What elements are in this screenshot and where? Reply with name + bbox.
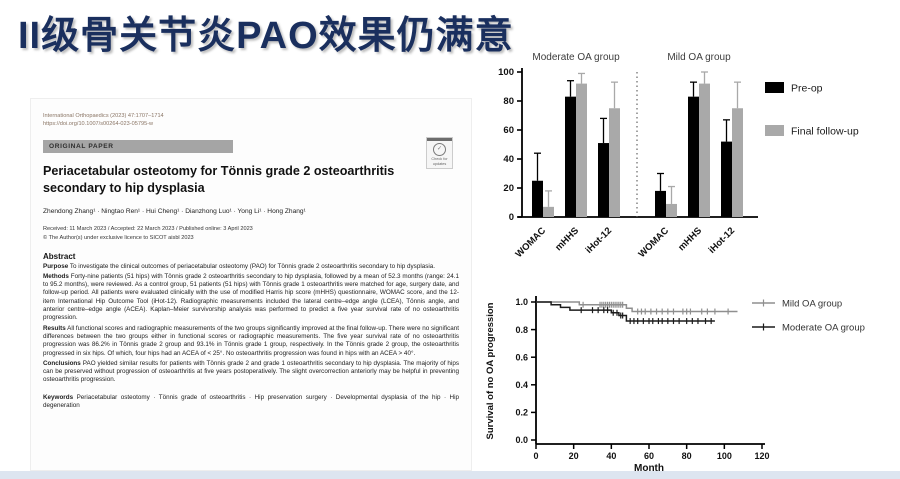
svg-text:WOMAC: WOMAC [513,225,548,260]
badge-top-bar [427,138,452,142]
svg-text:20: 20 [569,451,579,461]
svg-text:0.2: 0.2 [515,408,528,418]
conclusions-text: PAO yielded similar results for patients… [43,359,459,384]
svg-text:Mild OA group: Mild OA group [782,299,842,310]
journal-header: International Orthopaedics (2023) 47:170… [43,112,459,128]
svg-text:60: 60 [644,451,654,461]
abstract-conclusions: Conclusions PAO yielded similar results … [43,360,459,385]
svg-text:Moderate OA group: Moderate OA group [782,323,865,334]
paper-title: Periacetabular osteotomy for Tönnis grad… [43,164,395,196]
check-updates-label: Check for updates [431,157,448,166]
svg-text:0: 0 [533,451,538,461]
svg-text:100: 100 [717,451,732,461]
abstract-purpose: Purpose To investigate the clinical outc… [43,263,459,271]
keywords-label: Keywords [43,393,74,401]
svg-text:40: 40 [503,154,514,165]
results-text: All functional scores and radiographic m… [43,324,459,357]
abstract-methods: Methods Forty-nine patients (51 hips) wi… [43,273,459,323]
abstract-body: Purpose To investigate the clinical outc… [43,263,459,385]
svg-text:0.0: 0.0 [515,435,528,445]
bar-chart-figure: 0 20 40 60 80 100 Moderate OA group Mild OA gro… [480,48,900,274]
methods-text: Forty-nine patients (51 hips) with Tönni… [43,272,459,322]
svg-text:WOMAC: WOMAC [636,225,671,260]
keywords-text: Periacetabular osteotomy · Tönnis grade … [43,393,459,410]
journal-citation: International Orthopaedics (2023) 47:170… [43,113,164,119]
svg-text:Moderate OA group: Moderate OA group [532,52,620,63]
paper-authors: Zhendong Zhang¹ · Ningtao Ren¹ · Hui Che… [43,208,306,216]
svg-text:120: 120 [754,451,769,461]
svg-text:iHot-12: iHot-12 [584,225,615,256]
license-line: © The Author(s) under exclusive licence … [43,234,194,241]
bar-chart-svg: 0 20 40 60 80 100 Moderate OA group Mild OA gro… [498,52,859,260]
svg-text:20: 20 [503,183,514,194]
conclusions-label: Conclusions [43,359,81,367]
svg-text:0.4: 0.4 [515,380,528,390]
svg-text:0.6: 0.6 [515,352,528,362]
svg-text:Mild OA group: Mild OA group [667,52,731,63]
paper-badge-row: ORIGINAL PAPER ✓ Check for updates [43,135,459,170]
check-updates-icon: ✓ [433,143,446,157]
svg-text:mHHS: mHHS [676,225,704,253]
slide-title: II级骨关节炎PAO效果仍满意 [18,15,514,57]
slide-bottom-accent-bar [0,471,900,479]
svg-text:Pre-op: Pre-op [791,83,823,95]
purpose-text: To investigate the clinical outcomes of … [69,262,436,270]
svg-text:Final follow-up: Final follow-up [791,126,859,138]
km-chart-figure: 0.0 0.2 0.4 0.6 0.8 1.0 0 20 40 60 80 100 120 Month Su… [480,282,900,474]
abstract-results: Results All functional scores and radiog… [43,325,459,358]
svg-text:60: 60 [503,125,514,136]
svg-text:80: 80 [682,451,692,461]
check-for-updates-badge[interactable]: ✓ Check for updates [426,137,453,170]
svg-text:100: 100 [498,67,514,78]
doi-link[interactable]: https://doi.org/10.1007/s00264-023-05795… [43,121,154,128]
svg-text:1.0: 1.0 [515,297,528,307]
svg-text:mHHS: mHHS [553,225,581,253]
svg-text:80: 80 [503,96,514,107]
svg-text:iHot-12: iHot-12 [707,225,738,256]
original-paper-badge: ORIGINAL PAPER [43,140,233,154]
paper-dates: Received: 11 March 2023 / Accepted: 22 M… [43,225,459,242]
purpose-label: Purpose [43,262,69,270]
methods-label: Methods [43,272,69,280]
keywords-line: Keywords Periacetabular osteotomy · Tönn… [43,394,459,411]
results-label: Results [43,324,66,332]
paper-panel: International Orthopaedics (2023) 47:170… [30,98,472,471]
received-line: Received: 11 March 2023 / Accepted: 22 M… [43,226,253,233]
svg-text:40: 40 [606,451,616,461]
svg-text:0: 0 [509,212,514,223]
svg-text:Month: Month [634,463,664,472]
svg-text:Survival of no OA progression: Survival of no OA progression [485,302,496,439]
km-chart-svg: 0.0 0.2 0.4 0.6 0.8 1.0 0 20 40 60 80 100 120 Month Su… [485,296,865,474]
abstract-heading: Abstract [43,251,76,261]
svg-text:0.8: 0.8 [515,325,528,335]
